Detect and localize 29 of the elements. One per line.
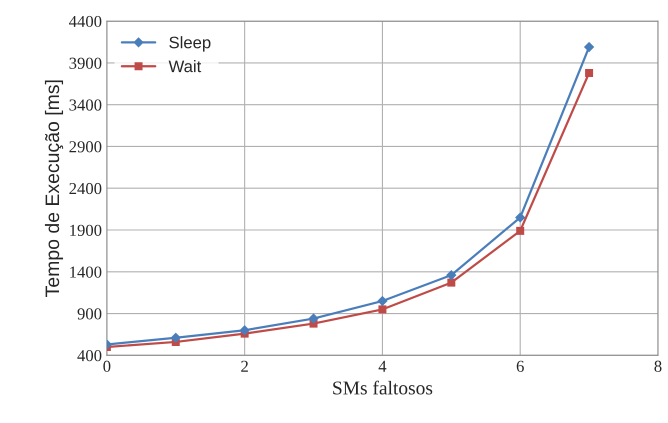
point: [240, 325, 250, 336]
point: [585, 68, 594, 77]
y-tick-label: 900: [78, 308, 102, 320]
x-tick-label: 4: [378, 360, 386, 372]
legend-label: Sleep: [169, 36, 210, 52]
point: [584, 42, 594, 52]
point: [447, 278, 456, 287]
x-axis-title: SMs faltosos: [333, 380, 432, 395]
y-tick-label: 3900: [69, 58, 102, 69]
point: [170, 332, 181, 343]
x-tick-label: 6: [516, 360, 524, 372]
y-tick-label: 3400: [69, 99, 102, 111]
y-axis-title: Tempo de Execução [ms]: [44, 80, 64, 297]
y-tick-label: 1400: [70, 266, 102, 278]
point: [515, 212, 526, 222]
point: [308, 314, 318, 324]
y-tick-label: 2400: [69, 182, 102, 194]
y-tick-label: 2900: [69, 141, 102, 152]
y-tick-label: 400: [77, 350, 102, 362]
x-tick-label: 2: [241, 360, 248, 372]
x-tick-label: 8: [654, 360, 662, 372]
point: [377, 296, 388, 306]
point: [446, 270, 456, 280]
legend-label: Wait: [168, 60, 202, 72]
y-tick-label: 4400: [69, 16, 102, 28]
point: [378, 305, 386, 314]
x-tick-label: 0: [103, 360, 110, 372]
y-tick-label: 1900: [70, 224, 102, 236]
point: [516, 226, 524, 235]
